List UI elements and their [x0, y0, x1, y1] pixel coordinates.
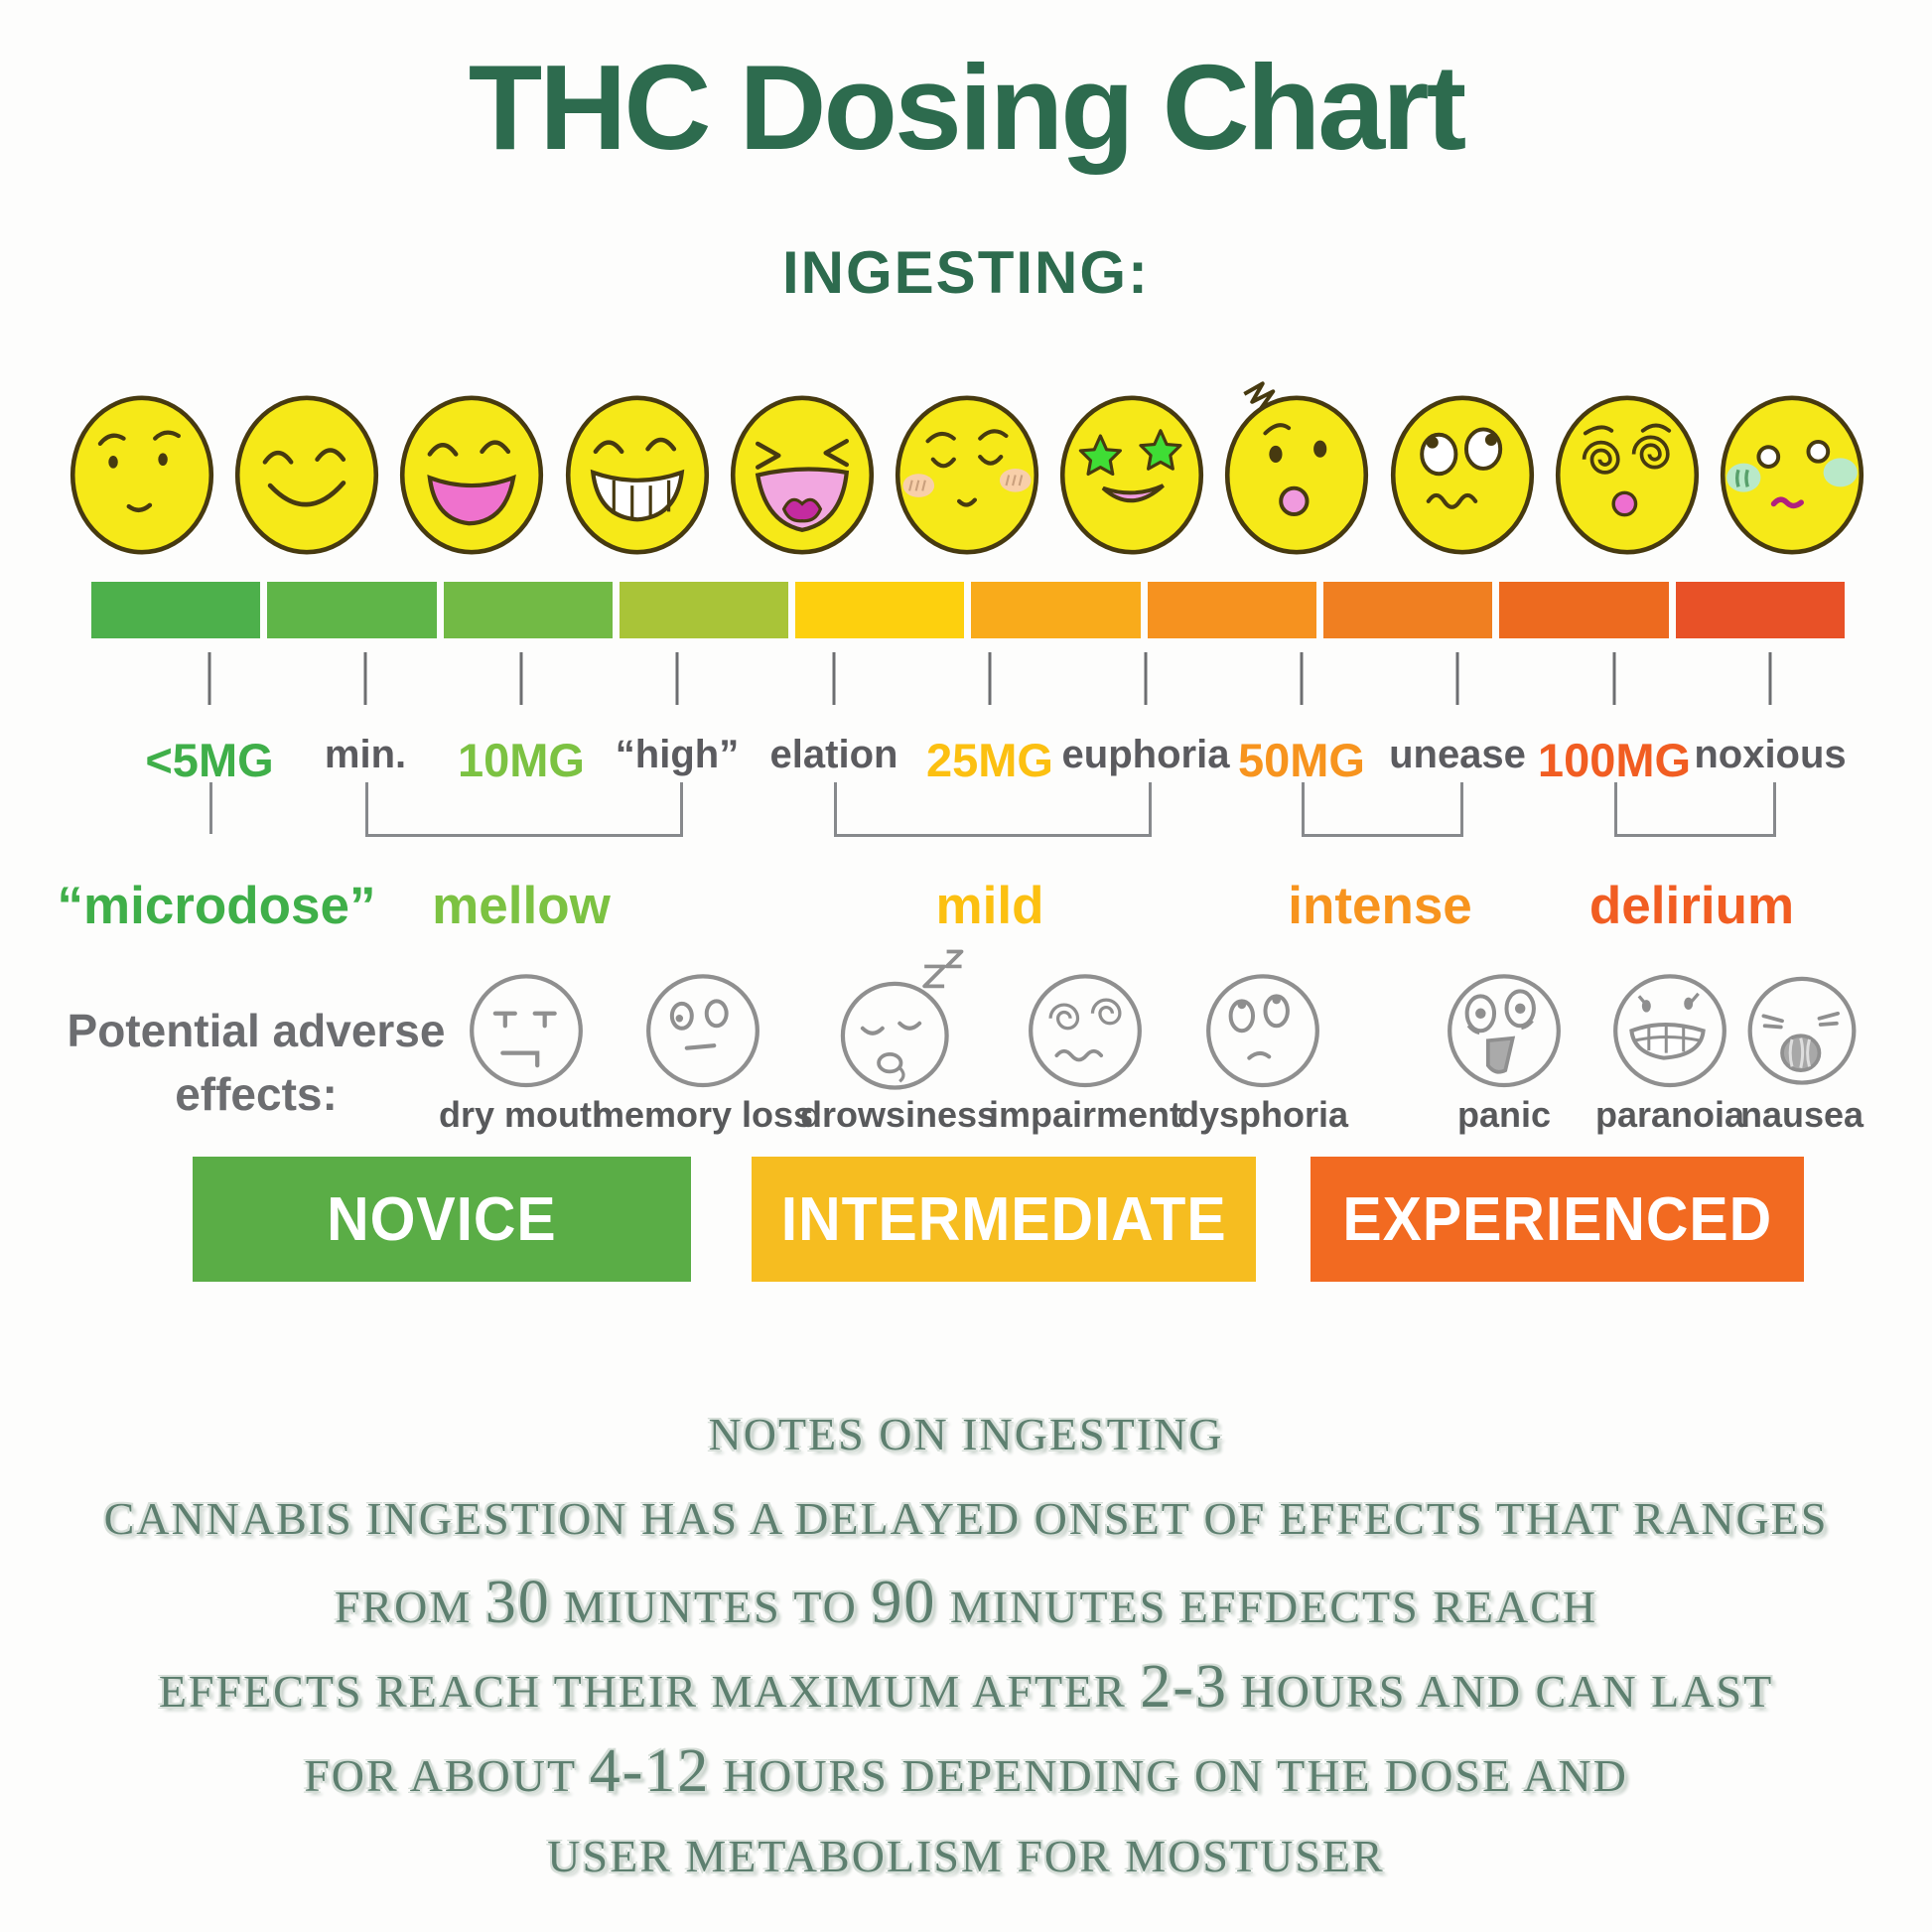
dose-bar-segment [1147, 582, 1317, 638]
notes-line-4: EFFECTS REACH THEIR MAXIMUM AFTER 2-3 HO… [158, 1653, 1774, 1721]
tick-mark [1144, 652, 1148, 705]
emoji-confused-rolling-eyes-icon [1384, 371, 1541, 558]
adverse-face-panic-icon [1435, 949, 1574, 1100]
adverse-face-nausea-icon [1732, 949, 1871, 1100]
bracket-intense [1302, 782, 1463, 837]
tick-label-euphoria: euphoria [1061, 733, 1230, 776]
emoji-dizzy-spiral-eyes-icon [1549, 371, 1706, 558]
emoji-grinning-teeth-icon [559, 371, 716, 558]
dose-bar-segment [91, 582, 261, 638]
group-label-intense: intense [1288, 877, 1472, 935]
adverse-face-paranoia-icon [1600, 949, 1739, 1100]
adverse-label-panic: panic [1456, 1094, 1552, 1135]
dose-bar-segment [795, 582, 965, 638]
adverse-label-impairment: impairment [988, 1094, 1182, 1135]
tick-label-min: min. [324, 733, 407, 776]
emoji-scale-row [64, 369, 1870, 558]
notes-line-3: FROM 30 MIUNTES TO 90 MINUTES EFFDECTS R… [334, 1569, 1598, 1636]
tick-mark [1612, 652, 1616, 705]
dose-bar-segment [619, 582, 789, 638]
adverse-face-dysphoria-icon [1193, 949, 1332, 1100]
adverse-face-impairment-icon [1016, 949, 1155, 1100]
emoji-blissful-blush-icon [889, 371, 1045, 558]
dose-bar-segment [1323, 582, 1493, 638]
tick-label-elation: elation [769, 733, 898, 776]
emoji-star-struck-icon [1053, 371, 1210, 558]
level-banner-experienced: EXPERIENCED [1311, 1157, 1804, 1282]
tick-label-25mg: 25MG [926, 734, 1053, 786]
bracket-microdose [209, 782, 212, 834]
tick-mark [207, 652, 211, 705]
group-label-mellow: mellow [432, 877, 611, 935]
tick-mark [363, 652, 367, 705]
dose-bar-segment [443, 582, 613, 638]
adverse-effects-heading: Potential adverse effects: [58, 999, 455, 1127]
adverse-label-memory-loss: memory loss [592, 1094, 814, 1135]
dose-bar-segment [971, 582, 1141, 638]
level-banner-intermediate: INTERMEDIATE [752, 1157, 1256, 1282]
tick-mark [1300, 652, 1304, 705]
level-label-intermediate: INTERMEDIATE [780, 1184, 1227, 1254]
bracket-delirium [1614, 782, 1776, 837]
tick-mark [832, 652, 836, 705]
adverse-label-dysphoria: dysphoria [1176, 1094, 1349, 1135]
dose-bar-segment [1675, 582, 1845, 638]
tick-mark [1768, 652, 1772, 705]
adverse-label-paranoia: paranoia [1594, 1094, 1745, 1135]
tick-label-high: “high” [615, 733, 740, 776]
adverse-heading-line2: effects: [175, 1068, 338, 1121]
emoji-nauseated-green-cheeks-icon [1714, 371, 1870, 558]
notes-line-2: CANNABIS INGESTION HAS A DELAYED ONSET O… [103, 1493, 1829, 1544]
group-label-delirium: delirium [1588, 877, 1795, 935]
bracket-mild [834, 782, 1152, 837]
emoji-shocked-icon [1218, 371, 1375, 558]
page-subtitle: INGESTING: [781, 239, 1150, 306]
dose-bar-segment [267, 582, 437, 638]
level-label-experienced: EXPERIENCED [1342, 1184, 1772, 1254]
tick-label-noxious: noxious [1694, 733, 1847, 776]
tick-mark [988, 652, 992, 705]
tick-label-5mg: <5MG [145, 734, 274, 786]
notes-line-1: NOTES ON INGESTING [708, 1409, 1224, 1459]
emoji-laughing-squeezed-eyes-icon [724, 371, 881, 558]
bracket-mellow [365, 782, 683, 837]
dose-color-bar [91, 582, 1845, 638]
notes-line-5: FOR ABOUT 4-12 HOURS DEPENDING ON THE DO… [304, 1737, 1628, 1805]
dose-bar-segment [1499, 582, 1669, 638]
emoji-content-smile-icon [228, 371, 385, 558]
level-banner-novice: NOVICE [193, 1157, 691, 1282]
notes-line-6: USER METABOLISM FOR MOSTUSER [547, 1831, 1385, 1881]
adverse-label-drowsiness: drowsiness [799, 1094, 998, 1135]
adverse-face-memory-loss-icon [633, 949, 772, 1100]
tick-label-10mg: 10MG [458, 734, 585, 786]
tick-mark [675, 652, 679, 705]
page-title: THC Dosing Chart [468, 40, 1467, 175]
adverse-label-dry-mouth: dry mouth [439, 1094, 614, 1135]
adverse-heading-line1: Potential adverse [67, 1005, 446, 1056]
adverse-face-drowsiness-icon [829, 949, 968, 1100]
tick-label-unease: unease [1389, 733, 1526, 776]
level-label-novice: NOVICE [327, 1184, 557, 1254]
notes-section: NOTES ON INGESTING CANNABIS INGESTION HA… [0, 1392, 1932, 1898]
tick-label-50mg: 50MG [1238, 734, 1365, 786]
adverse-label-nausea: nausea [1739, 1094, 1864, 1135]
emoji-slightly-smiling-icon [64, 371, 220, 558]
tick-label-100mg: 100MG [1537, 734, 1692, 786]
emoji-big-smile-icon [393, 371, 550, 558]
group-label-mild: mild [935, 877, 1044, 935]
tick-mark [1455, 652, 1459, 705]
tick-mark [519, 652, 523, 705]
group-label-microdose: “microdose” [57, 877, 376, 935]
adverse-face-dry-mouth-icon [457, 949, 596, 1100]
